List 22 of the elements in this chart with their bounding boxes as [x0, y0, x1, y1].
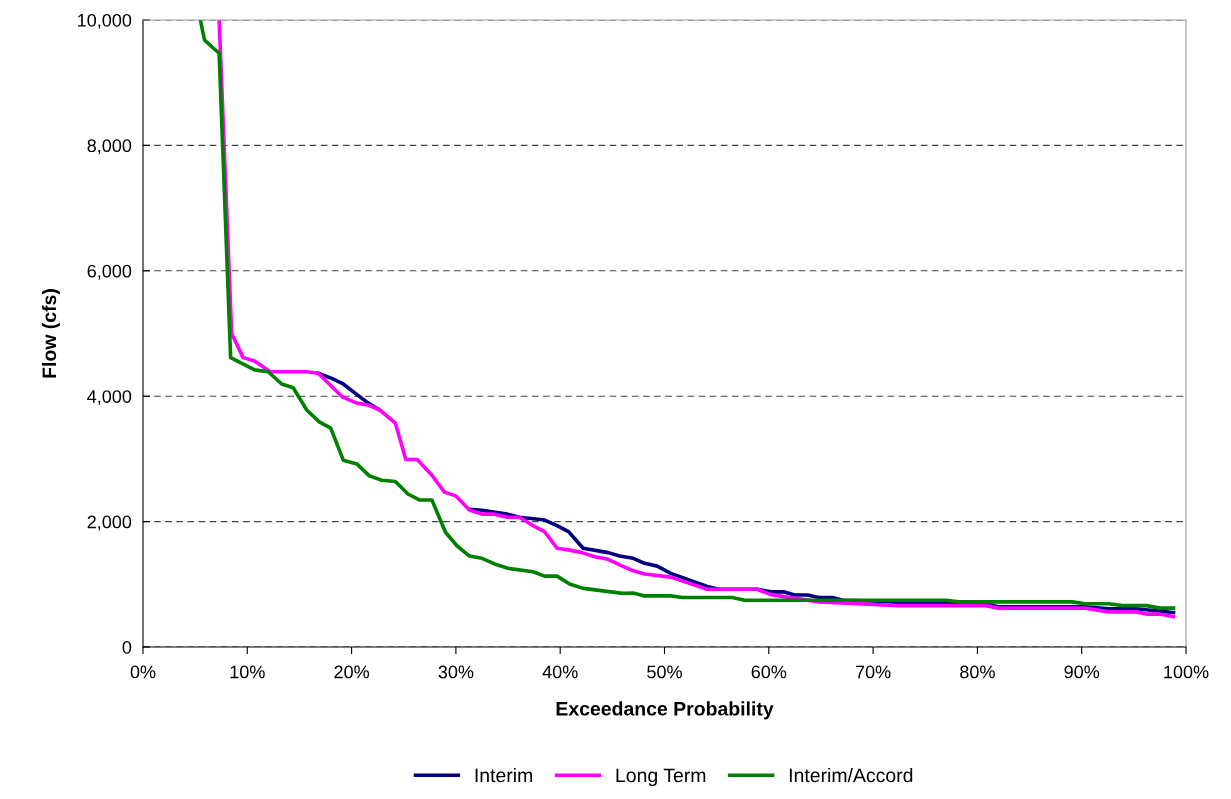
- x-tick-label: 90%: [1064, 665, 1100, 679]
- y-axis-title: Flow (cfs): [41, 289, 60, 378]
- y-tick-label: 10,000: [78, 13, 132, 29]
- x-axis-title: Exceedance Probability: [556, 701, 774, 720]
- x-tick-label: 100%: [1164, 665, 1209, 679]
- y-tick-label: 8,000: [87, 139, 132, 155]
- x-tick-label: 30%: [438, 665, 474, 679]
- legend-label: Long Term: [616, 768, 706, 787]
- y-tick-label: 4,000: [87, 390, 132, 406]
- y-tick-label: 0: [122, 640, 132, 654]
- x-tick-label: 10%: [230, 665, 265, 679]
- y-tick-label: 6,000: [87, 264, 132, 280]
- x-tick-label: 40%: [542, 665, 578, 679]
- x-tick-label: 80%: [960, 665, 995, 679]
- y-tick-label: 2,000: [87, 515, 132, 531]
- legend-label: Interim: [475, 767, 533, 783]
- x-tick-label: 50%: [647, 665, 682, 679]
- x-tick-label: 60%: [751, 665, 787, 679]
- x-tick-label: 70%: [855, 665, 891, 679]
- legend-label: Interim/Accord: [789, 767, 913, 783]
- x-tick-label: 20%: [334, 665, 370, 679]
- x-tick-label: 0%: [130, 665, 156, 679]
